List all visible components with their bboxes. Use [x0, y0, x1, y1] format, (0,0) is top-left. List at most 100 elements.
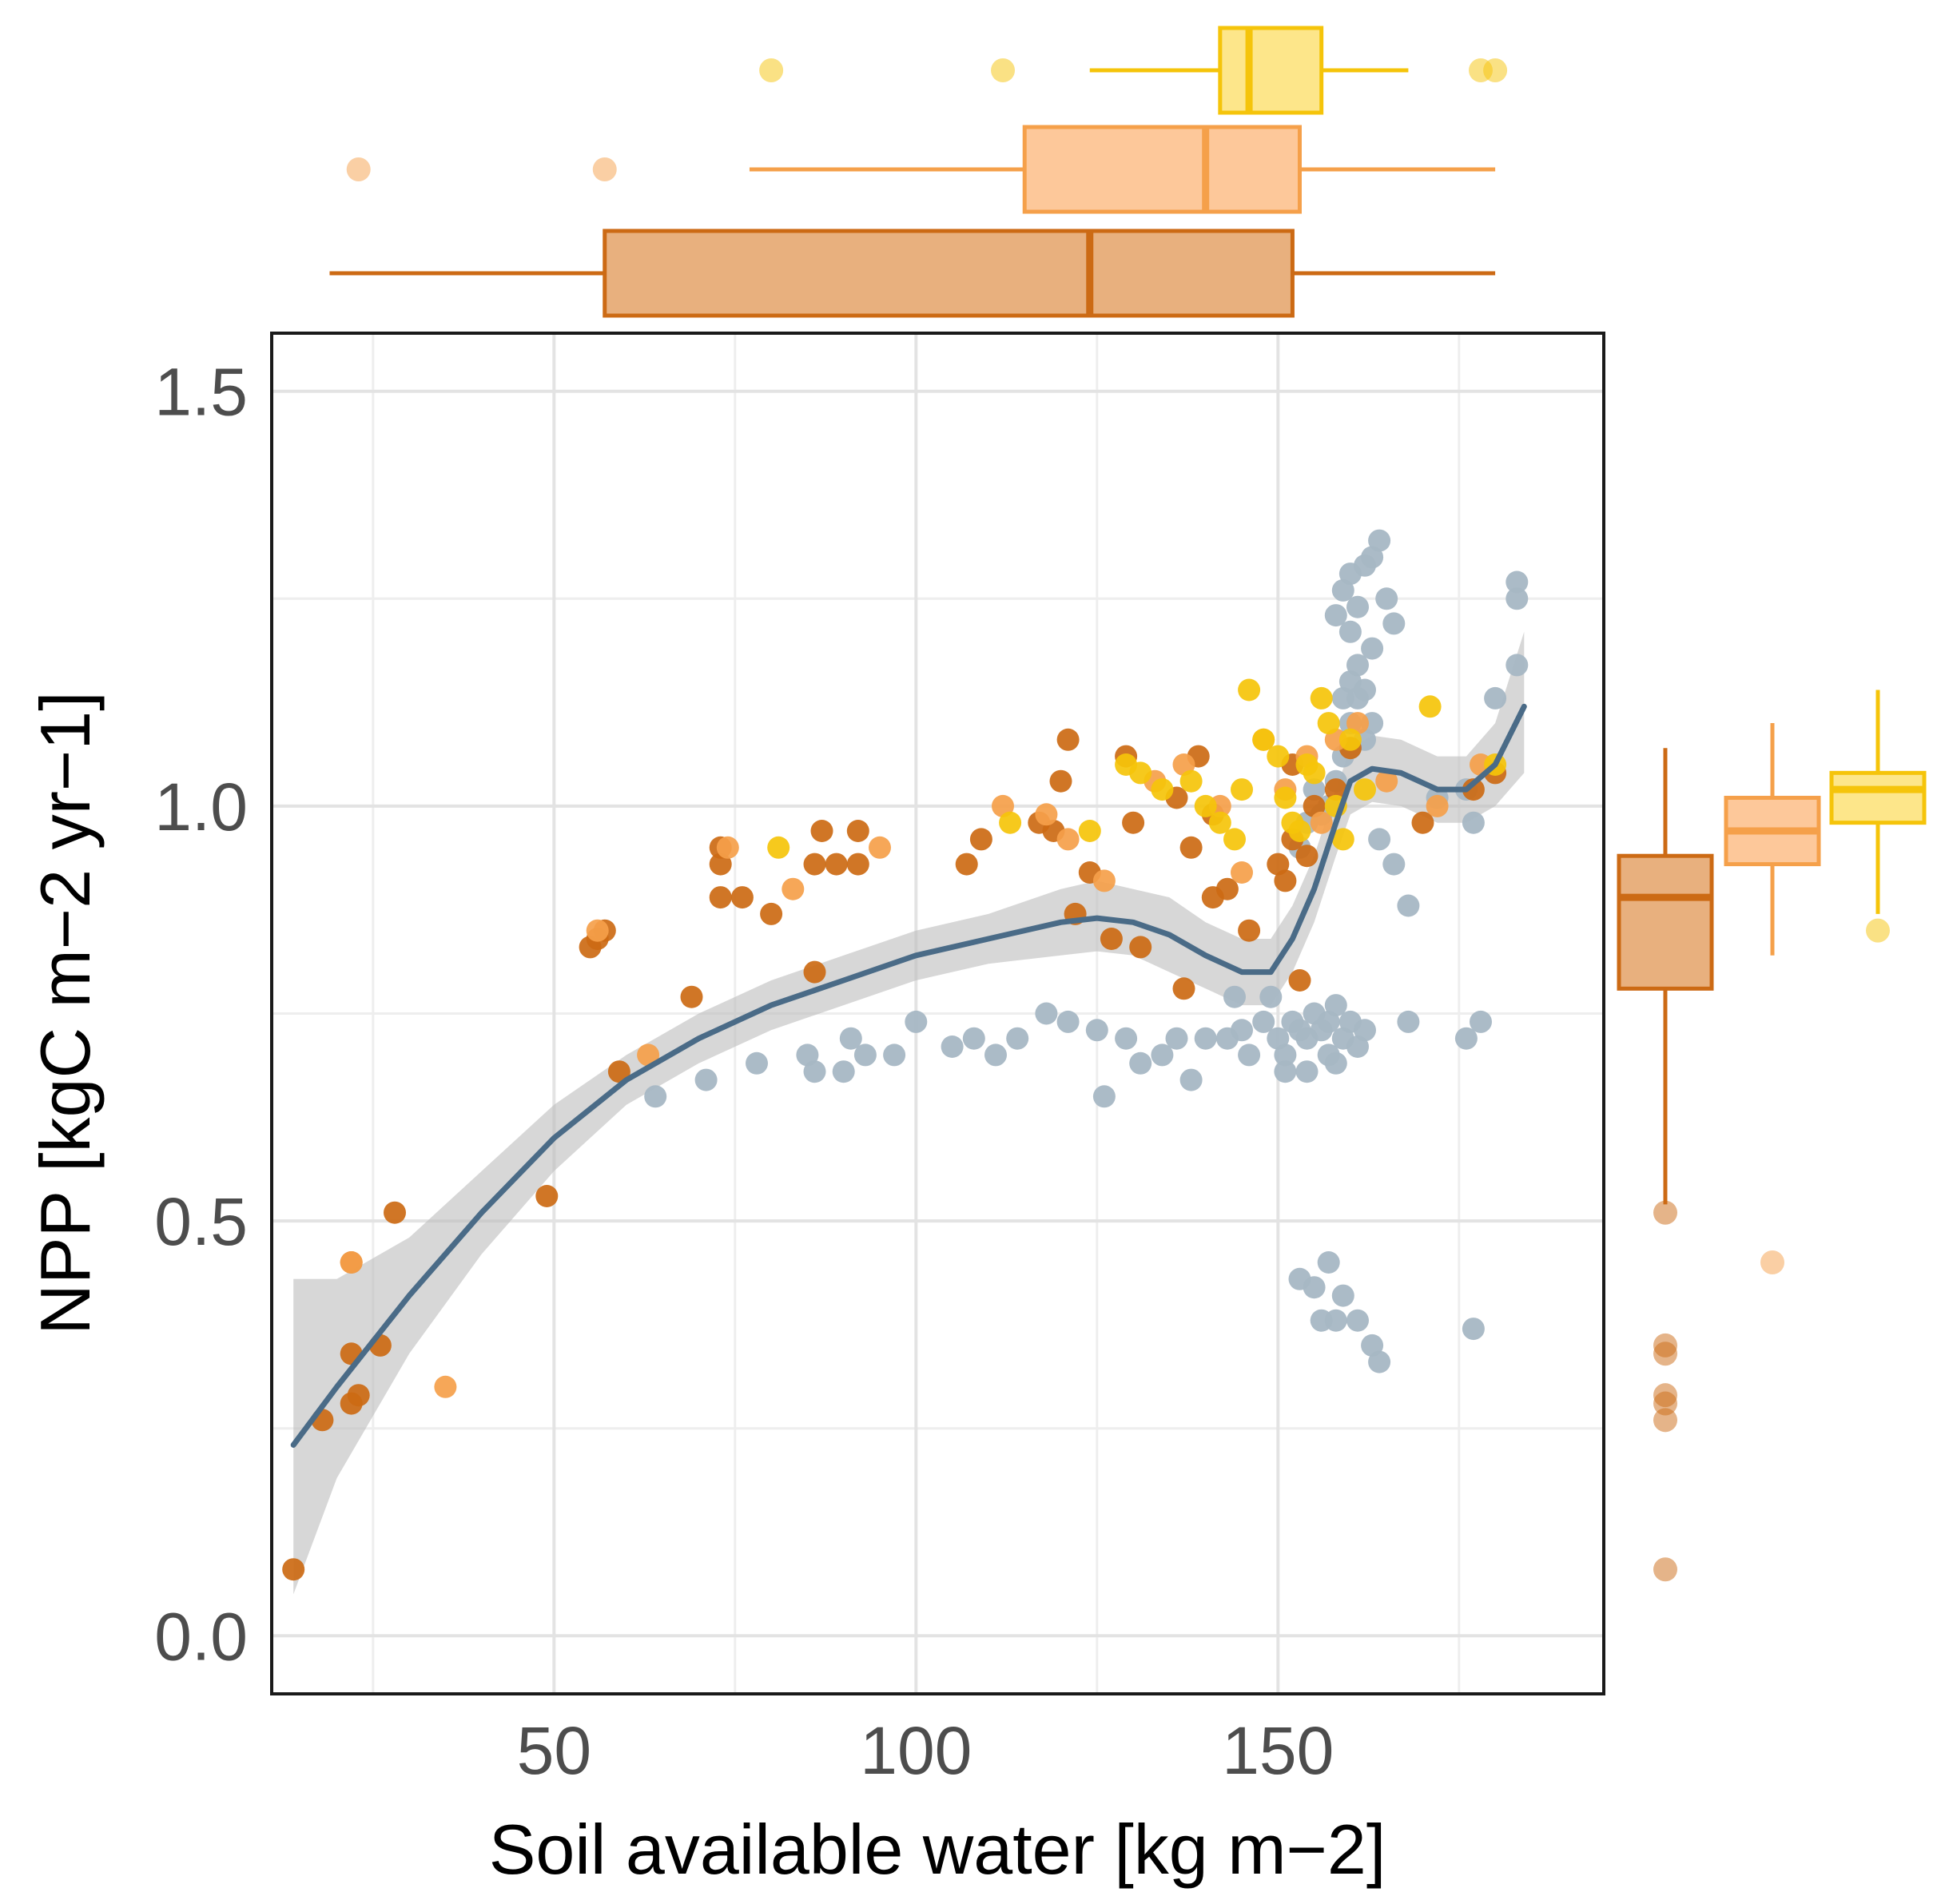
data-point — [1462, 778, 1485, 801]
data-point — [1006, 1027, 1029, 1050]
data-point — [984, 1043, 1007, 1067]
data-point — [962, 1027, 985, 1050]
data-point — [1454, 1027, 1478, 1050]
data-point — [1324, 1051, 1347, 1075]
data-point — [1295, 845, 1319, 868]
data-point — [1317, 1251, 1340, 1274]
data-point — [1361, 637, 1384, 660]
data-point — [1462, 1318, 1485, 1341]
data-point — [1179, 1068, 1203, 1091]
data-point — [846, 853, 869, 876]
data-point — [1346, 1309, 1369, 1332]
data-point — [1382, 853, 1406, 876]
data-point — [832, 1060, 855, 1083]
data-point — [941, 1035, 964, 1058]
outlier-point — [1653, 1200, 1677, 1225]
data-point — [905, 1010, 928, 1033]
data-point — [1354, 778, 1376, 801]
data-point — [1259, 985, 1283, 1008]
data-point — [846, 820, 869, 842]
data-point — [1252, 1010, 1275, 1033]
data-point — [810, 820, 833, 842]
data-point — [1324, 604, 1347, 627]
data-point — [853, 1043, 877, 1067]
data-point — [1324, 778, 1347, 801]
data-point — [1165, 1027, 1188, 1050]
data-point — [1231, 861, 1253, 884]
data-point — [1092, 1085, 1116, 1108]
data-point — [1252, 728, 1275, 751]
data-point — [803, 853, 826, 876]
data-point — [1100, 928, 1123, 950]
data-point — [1056, 828, 1080, 851]
data-point — [1346, 654, 1369, 677]
box — [603, 229, 1295, 318]
y-tick-labels: 0.0 0.5 1.0 1.5 — [154, 355, 248, 1675]
data-point — [1310, 686, 1333, 710]
data-point — [1092, 869, 1116, 892]
data-point — [1303, 778, 1326, 801]
light-boxplot-y — [1829, 690, 1927, 943]
x-tick-label: 100 — [860, 1713, 972, 1788]
data-point — [1085, 1019, 1108, 1042]
data-point — [1426, 794, 1449, 817]
x-tick-labels: 50 100 150 — [517, 1713, 1334, 1788]
data-point — [1375, 769, 1398, 793]
main-panel — [270, 332, 1605, 1695]
data-point — [1238, 678, 1261, 702]
data-point — [883, 1043, 906, 1067]
data-point — [637, 1043, 660, 1067]
box — [1022, 125, 1302, 214]
data-point — [716, 836, 739, 859]
data-point — [1267, 745, 1290, 768]
data-point — [1274, 1060, 1297, 1083]
data-point — [803, 960, 826, 984]
data-point — [1223, 985, 1246, 1008]
y-axis-title: NPP [kgC m−2 yr−1] — [26, 691, 105, 1334]
data-point — [1331, 828, 1354, 851]
y-tick-label: 1.5 — [154, 355, 248, 430]
data-point — [1122, 811, 1145, 834]
data-point — [803, 1060, 826, 1083]
data-point — [782, 877, 805, 900]
data-point — [746, 1051, 768, 1075]
data-point — [955, 853, 978, 876]
data-point — [1056, 1010, 1080, 1033]
data-point — [1295, 1060, 1319, 1083]
data-point — [694, 1068, 718, 1091]
data-point — [1354, 1019, 1376, 1042]
outlier-point — [592, 157, 617, 181]
box — [1617, 853, 1714, 991]
data-point — [1397, 1010, 1420, 1033]
data-point — [1151, 778, 1174, 801]
data-point — [869, 836, 891, 859]
dark-boxplot-y — [1617, 748, 1714, 1582]
data-point — [1049, 769, 1072, 793]
data-point — [1303, 761, 1326, 785]
data-point — [1418, 695, 1442, 718]
data-point — [825, 853, 848, 876]
data-point — [340, 1251, 363, 1274]
data-point — [1238, 919, 1261, 942]
data-point — [1338, 728, 1362, 751]
outlier-point — [1483, 58, 1508, 82]
data-point — [1382, 612, 1406, 635]
data-point — [767, 836, 790, 859]
data-point — [1346, 595, 1369, 618]
data-point — [1368, 828, 1391, 851]
data-point — [760, 902, 783, 925]
data-point — [384, 1201, 406, 1224]
data-point — [1215, 877, 1239, 900]
data-point — [1368, 529, 1391, 552]
data-point — [1208, 811, 1231, 834]
data-point — [1129, 1051, 1152, 1075]
outlier-point — [1653, 1557, 1677, 1582]
data-point — [1317, 712, 1340, 735]
data-point — [999, 811, 1022, 834]
right-marginal-boxplots — [1617, 690, 1927, 1582]
outlier-point — [759, 58, 784, 82]
outlier-point — [1653, 1408, 1677, 1433]
data-point — [1179, 836, 1203, 859]
data-point — [1274, 869, 1297, 892]
outlier-point — [991, 58, 1016, 82]
